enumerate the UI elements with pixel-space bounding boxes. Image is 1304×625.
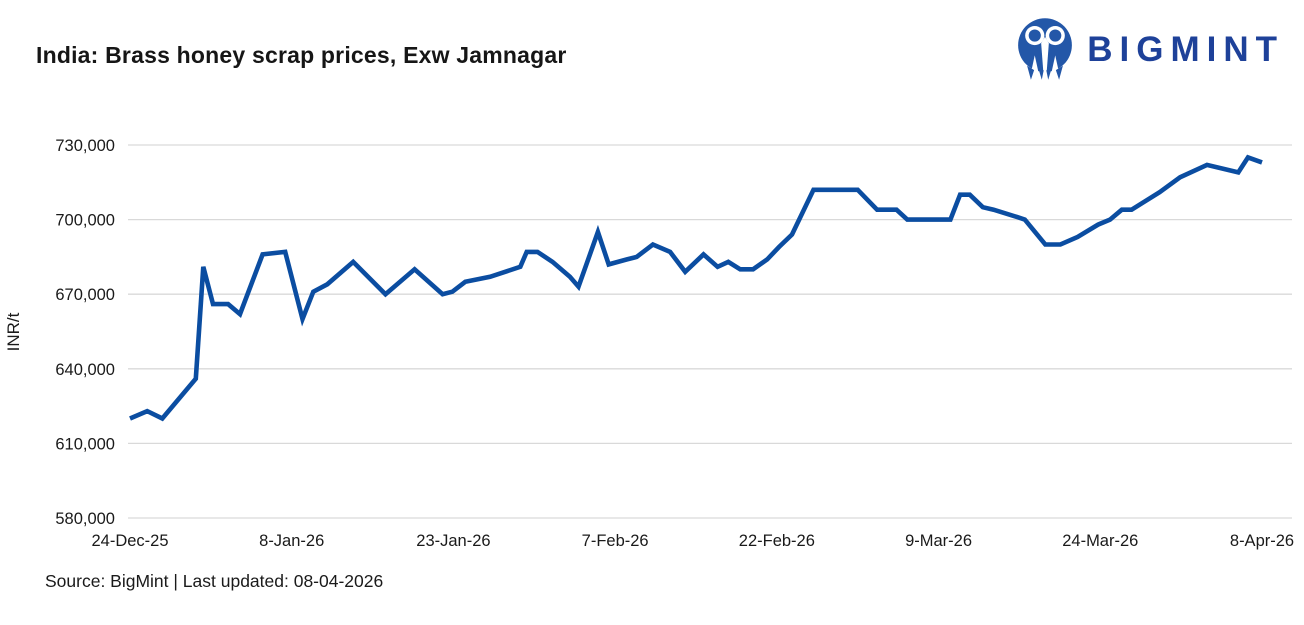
x-tick-label: 23-Jan-26 [416,532,490,550]
y-tick-label: 700,000 [55,212,115,230]
x-tick-label: 7-Feb-26 [582,532,649,550]
y-tick-label: 580,000 [55,510,115,528]
y-tick-label: 730,000 [55,137,115,155]
price-line [129,154,1263,422]
y-tick-label: 640,000 [55,361,115,379]
x-tick-label: 24-Dec-25 [91,532,168,550]
source-note: Source: BigMint | Last updated: 08-04-20… [45,571,384,591]
y-tick-label: 610,000 [55,435,115,453]
x-tick-label: 8-Jan-26 [259,532,324,550]
x-tick-label: 22-Feb-26 [739,532,815,550]
x-tick-label: 8-Apr-26 [1230,532,1294,550]
bigmint-logo-text: BIGMINT [1087,29,1284,69]
chart-title: India: Brass honey scrap prices, Exw Jam… [36,42,567,68]
bigmint-logo: BIGMINT [1013,14,1284,84]
x-tick-label: 24-Mar-26 [1062,532,1138,550]
x-tick-label: 9-Mar-26 [905,532,972,550]
y-tick-label: 670,000 [55,286,115,304]
bigmint-people-icon [1018,18,1073,80]
